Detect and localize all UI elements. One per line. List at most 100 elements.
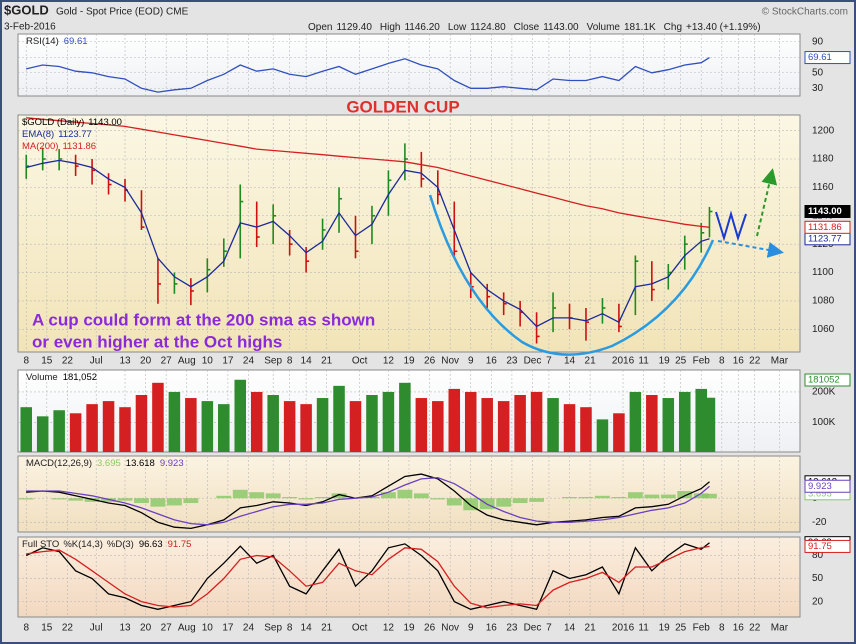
legend-name: RSI(14) [26, 36, 59, 47]
x-tick-label: 2016 [612, 623, 635, 634]
histogram-bar [512, 498, 528, 504]
volume-bar [399, 382, 411, 452]
histogram-bar [627, 492, 643, 499]
x-tick-label: 10 [202, 623, 214, 634]
quote-value: 1124.80 [470, 22, 506, 33]
quote-value: 1129.40 [336, 22, 372, 33]
x-tick-label: 22 [62, 356, 74, 367]
x-tick-label: 9 [468, 356, 474, 367]
value-box [804, 205, 851, 219]
value-box-label: 1123.77 [808, 233, 842, 244]
volume-bar [218, 404, 230, 452]
x-tick-label: 23 [506, 623, 518, 634]
y-tick-label: 50 [812, 573, 824, 584]
volume-bar [678, 391, 691, 452]
watermark: © StockCharts.com [762, 7, 848, 18]
series-line [26, 117, 710, 228]
volume-bar [703, 397, 716, 452]
volume-bar [102, 401, 115, 452]
value-box [804, 51, 851, 65]
y-tick-label: 90 [812, 36, 824, 47]
x-tick-label: 23 [506, 356, 518, 367]
legend-value: 96.63 [139, 539, 163, 550]
volume-bar [20, 407, 32, 452]
legend-name: EMA(8) [22, 129, 54, 140]
legend-value: 3.695 [97, 458, 121, 469]
y-tick-label: 1080 [812, 296, 835, 307]
legend-entry: RSI(14) 69.61 [26, 36, 88, 47]
x-tick-label: 20 [140, 623, 152, 634]
legend-value: 13.618 [126, 458, 155, 469]
volume-bar [497, 401, 510, 452]
x-tick-label: 22 [749, 356, 761, 367]
volume-bar [514, 394, 526, 452]
legend-name: %D(3) [107, 539, 134, 550]
quote-label: High [380, 22, 401, 33]
x-tick-label: 13 [119, 356, 131, 367]
x-tick-label: 21 [585, 356, 597, 367]
x-tick-label: 16 [733, 623, 745, 634]
x-tick-label: Aug [178, 623, 196, 634]
x-tick-label: 19 [403, 623, 415, 634]
x-tick-label: 8 [719, 623, 725, 634]
x-tick-label: Mar [771, 623, 789, 634]
histogram-bar [611, 497, 627, 499]
histogram-bar [562, 497, 577, 499]
annotation-layer: A cup could form at the 200 sma as shown… [32, 168, 784, 356]
x-tick-label: Mar [771, 356, 789, 367]
up-arrow [756, 168, 778, 237]
legend-name: MACD(12,26,9) [26, 458, 92, 469]
volume-bar [547, 398, 559, 452]
volume-bar [596, 419, 609, 452]
y-tick-label: 1060 [812, 324, 835, 335]
x-tick-label: 8 [287, 623, 293, 634]
x-tick-label: 9 [468, 623, 474, 634]
x-tick-label: 20 [140, 356, 152, 367]
volume-bar [300, 404, 312, 452]
histogram-bar [529, 498, 544, 502]
x-tick-label: 15 [41, 356, 53, 367]
annotation: or even higher at the Oct highs [32, 332, 282, 351]
x-tick-label: 26 [424, 623, 436, 634]
legend-name: Volume [26, 372, 58, 383]
x-tick-label: 16 [486, 623, 498, 634]
x-tick-label: Dec [524, 623, 542, 634]
value-box-label: 1143.00 [808, 206, 842, 217]
volume-bar [316, 398, 329, 452]
y-tick-label: 80 [812, 550, 824, 561]
x-tick-label: 22 [749, 623, 761, 634]
histogram-bar [68, 498, 84, 501]
x-tick-label: 22 [62, 623, 74, 634]
histogram-bar [298, 498, 314, 500]
legend-entry: Volume 181,052 [26, 372, 97, 383]
legend-value: 69.61 [64, 36, 88, 47]
quote-label: Open [308, 22, 332, 33]
histogram-bar [18, 498, 34, 500]
histogram-bar [702, 493, 717, 499]
volume-bar [382, 391, 395, 452]
quote-value: +13.40 (+1.19%) [686, 22, 761, 33]
legend-name: $GOLD (Daily) [22, 117, 84, 128]
x-tick-label: 19 [659, 356, 671, 367]
x-tick-label: Nov [441, 356, 459, 367]
histogram-bar [397, 489, 413, 499]
x-tick-label: 2016 [612, 356, 635, 367]
quote-label: Low [448, 22, 467, 33]
value-box [804, 539, 851, 553]
x-tick-label: 17 [222, 623, 234, 634]
legend-value: 91.75 [168, 539, 192, 550]
histogram-bar [249, 492, 265, 499]
histogram-bar [331, 493, 347, 499]
volume-bar [185, 398, 197, 452]
volume-bar [530, 391, 543, 452]
x-tick-label: 11 [638, 356, 649, 367]
y-tick-label: 1100 [812, 267, 834, 278]
legend-value: 181,052 [63, 372, 97, 383]
volume-bar [53, 410, 65, 452]
x-tick-label: Oct [352, 623, 368, 634]
volume-bar [168, 391, 181, 452]
x-tick-label: Nov [441, 623, 459, 634]
histogram-bar [216, 495, 232, 499]
y-tick-label: 1180 [812, 154, 834, 165]
x-tick-label: 14 [564, 356, 576, 367]
